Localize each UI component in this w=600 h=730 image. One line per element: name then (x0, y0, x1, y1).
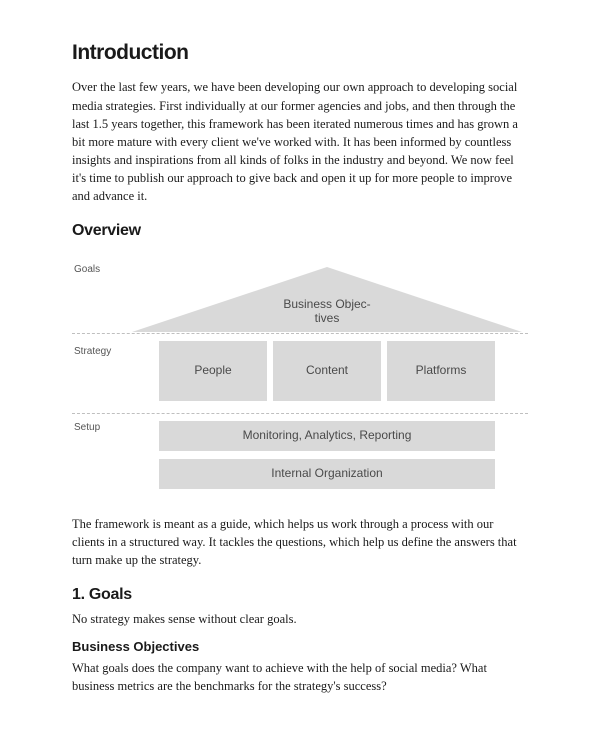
page-title: Introduction (72, 38, 528, 68)
framework-paragraph: The framework is meant as a guide, which… (72, 515, 528, 569)
diagram-divider-1 (72, 333, 528, 334)
overview-heading: Overview (72, 219, 528, 242)
bar-internal-org: Internal Organization (159, 459, 495, 489)
business-objectives-heading: Business Objectives (72, 638, 528, 657)
business-objectives-paragraph: What goals does the company want to achi… (72, 659, 528, 695)
row-label-strategy: Strategy (74, 345, 111, 360)
pillar-platforms: Platforms (387, 341, 495, 401)
intro-paragraph: Over the last few years, we have been de… (72, 78, 528, 205)
row-label-setup: Setup (74, 421, 100, 436)
goals-heading: 1. Goals (72, 583, 528, 606)
goals-intro: No strategy makes sense without clear go… (72, 610, 528, 628)
bar-monitoring: Monitoring, Analytics, Reporting (159, 421, 495, 451)
pillar-content: Content (273, 341, 381, 401)
diagram-pillars: People Content Platforms (159, 341, 495, 401)
framework-diagram: Goals Business Objec-tives Strategy Peop… (72, 253, 528, 503)
row-label-goals: Goals (74, 263, 100, 278)
diagram-roof-label: Business Objec-tives (132, 297, 522, 326)
pillar-people: People (159, 341, 267, 401)
diagram-divider-2 (72, 413, 528, 414)
